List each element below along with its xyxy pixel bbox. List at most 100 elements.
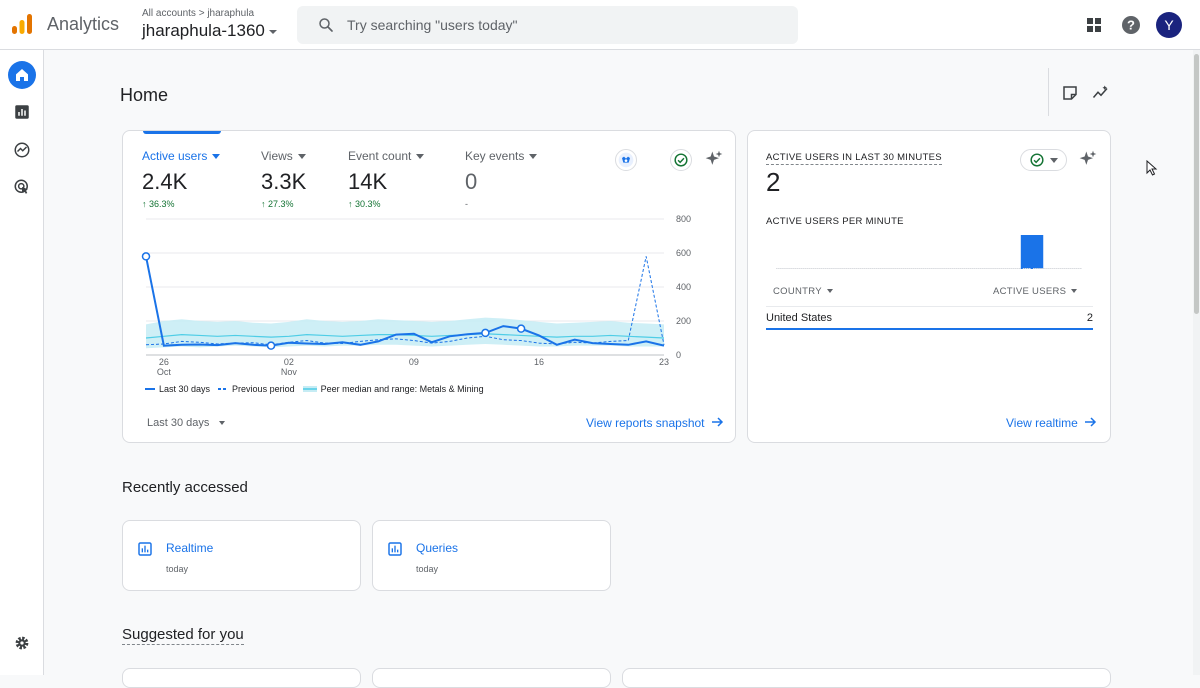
col-header-active-users[interactable]: ACTIVE USERS	[993, 286, 1078, 297]
per-minute-bar	[933, 268, 935, 269]
per-minute-bar	[878, 268, 880, 269]
legend-item-previous[interactable]: Previous period	[218, 384, 295, 394]
per-minute-bar	[873, 268, 876, 269]
table-row[interactable]: United States 2	[766, 306, 1093, 330]
data-quality-button[interactable]	[670, 149, 692, 171]
search-bar[interactable]	[297, 6, 798, 44]
metric-value: 2.4K	[142, 169, 188, 194]
mouse-cursor-icon	[1146, 160, 1158, 176]
per-minute-bar	[792, 268, 794, 269]
y-tick-label: 800	[676, 214, 691, 224]
per-minute-bar	[1079, 268, 1082, 269]
col-header-country[interactable]: COUNTRY	[773, 286, 833, 297]
metric-event-count[interactable]: Event count 14K ↑ 30.3%	[348, 149, 425, 209]
per-minute-bar	[835, 268, 837, 269]
nav-admin[interactable]	[8, 629, 36, 657]
suggested-card[interactable]	[372, 668, 611, 688]
ai-insights-button[interactable]	[703, 148, 725, 170]
suggested-card[interactable]	[122, 668, 361, 688]
date-range-selector[interactable]: Last 30 days	[147, 417, 226, 429]
suggested-title[interactable]: Suggested for you	[122, 626, 244, 645]
nav-explore[interactable]	[8, 136, 36, 164]
data-quality-dropdown[interactable]	[1020, 149, 1067, 171]
per-minute-bar	[1069, 268, 1072, 269]
metric-active-users[interactable]: Active users 2.4K ↑ 36.3%	[142, 149, 221, 209]
check-circle-icon	[1029, 153, 1044, 167]
cell-country: United States	[766, 312, 833, 324]
help-icon[interactable]: ?	[1119, 13, 1143, 37]
per-minute-bar	[861, 268, 864, 269]
gear-icon	[15, 636, 29, 650]
benchmark-button[interactable]	[615, 149, 637, 171]
per-minute-bar	[904, 268, 907, 269]
note-icon[interactable]	[1061, 84, 1079, 102]
per-minute-bar	[1053, 268, 1056, 269]
home-icon	[16, 69, 28, 81]
per-minute-bar	[782, 268, 784, 269]
nav-reports[interactable]	[8, 98, 36, 126]
page-actions	[1048, 68, 1108, 116]
per-minute-bar	[1006, 268, 1009, 269]
caret-down-icon	[219, 421, 226, 426]
per-minute-bar	[890, 268, 892, 269]
per-minute-bar	[888, 268, 890, 269]
per-minute-bar	[1067, 268, 1070, 269]
insights-icon[interactable]	[1091, 84, 1111, 102]
sparkle-icon[interactable]	[1078, 149, 1098, 169]
per-minute-bar	[912, 268, 915, 269]
legend-item-current[interactable]: Last 30 days	[145, 384, 210, 394]
recent-card-realtime[interactable]: Realtime today	[122, 520, 361, 591]
metric-key-events[interactable]: Key events 0 -	[465, 149, 538, 209]
per-minute-bar	[1002, 268, 1005, 269]
per-minute-bar	[786, 268, 788, 269]
metric-delta: ↑ 36.3%	[142, 199, 175, 209]
per-minute-bar-chart[interactable]	[776, 231, 1082, 271]
per-minute-bar	[973, 268, 976, 269]
account-selector[interactable]: jharaphula-1360	[142, 21, 277, 41]
legend-swatch-solid	[145, 388, 155, 390]
apps-grid-icon[interactable]	[1082, 13, 1106, 37]
per-minute-bar	[1073, 268, 1076, 269]
recent-card-queries[interactable]: Queries today	[372, 520, 611, 591]
per-minute-bar	[806, 268, 809, 269]
metric-value: 0	[465, 169, 478, 194]
per-minute-bar	[810, 268, 813, 269]
per-minute-bar	[945, 268, 947, 269]
chevron-down-icon	[268, 29, 277, 34]
per-minute-bar	[931, 268, 933, 269]
per-minute-bar	[992, 268, 994, 269]
view-reports-snapshot-link[interactable]: View reports snapshot	[586, 416, 724, 430]
series-line-current	[145, 256, 665, 347]
data-point	[481, 328, 490, 338]
page-scrollbar[interactable]	[1193, 50, 1200, 675]
per-minute-bar	[1051, 268, 1054, 269]
caret-down-icon	[212, 154, 221, 160]
per-minute-bar	[853, 268, 856, 269]
per-minute-bar	[894, 268, 896, 269]
per-minute-bar	[914, 268, 917, 269]
per-minute-bar	[926, 268, 929, 269]
realtime-title[interactable]: ACTIVE USERS IN LAST 30 MINUTES	[766, 152, 942, 165]
suggested-card[interactable]	[622, 668, 1111, 688]
per-minute-bar	[796, 268, 799, 269]
view-realtime-link[interactable]: View realtime	[1006, 416, 1097, 430]
top-bar: Analytics All accounts > jharaphula jhar…	[0, 0, 1200, 50]
breadcrumb[interactable]: All accounts > jharaphula	[142, 8, 255, 19]
scrollbar-thumb[interactable]	[1194, 54, 1199, 314]
caret-down-icon	[297, 154, 306, 160]
analytics-logo-icon[interactable]	[10, 12, 34, 36]
x-tick-label: 09	[409, 357, 419, 367]
per-minute-bar	[882, 268, 884, 269]
nav-advertising[interactable]	[8, 173, 36, 201]
metric-value: 3.3K	[261, 169, 307, 194]
metric-views[interactable]: Views 3.3K ↑ 27.3%	[261, 149, 306, 209]
per-minute-bar	[1041, 268, 1043, 269]
legend-item-peer[interactable]: Peer median and range: Metals & Mining	[302, 384, 484, 394]
nav-home[interactable]	[8, 61, 36, 89]
per-minute-bar	[982, 268, 984, 269]
avatar[interactable]: Y	[1156, 12, 1182, 38]
per-minute-bar	[865, 268, 868, 269]
per-minute-bar	[839, 268, 841, 269]
search-input[interactable]	[347, 14, 777, 36]
